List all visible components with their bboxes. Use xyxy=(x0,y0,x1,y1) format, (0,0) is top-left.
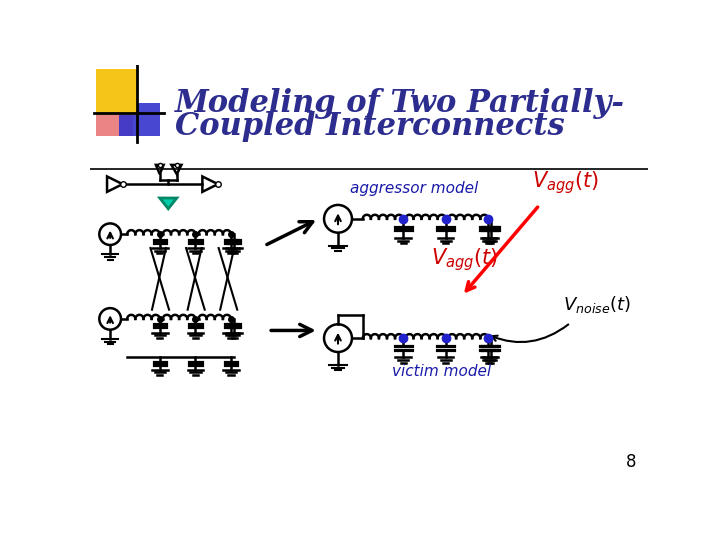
Text: Coupled Interconnects: Coupled Interconnects xyxy=(175,111,565,142)
Text: $\mathit{V}_{noise}\mathit{(t)}$: $\mathit{V}_{noise}\mathit{(t)}$ xyxy=(563,294,631,315)
Text: victim model: victim model xyxy=(392,364,491,379)
Polygon shape xyxy=(96,69,138,115)
Polygon shape xyxy=(120,103,160,136)
Polygon shape xyxy=(96,103,132,136)
Text: $\mathit{V}_{agg}\mathit{(t)}$: $\mathit{V}_{agg}\mathit{(t)}$ xyxy=(532,169,599,195)
Text: aggressor model: aggressor model xyxy=(350,181,478,195)
Polygon shape xyxy=(202,177,218,192)
Polygon shape xyxy=(156,165,163,174)
Text: $\mathit{V}_{agg}\mathit{(t)}$: $\mathit{V}_{agg}\mathit{(t)}$ xyxy=(431,246,498,273)
Text: 8: 8 xyxy=(626,454,636,471)
Polygon shape xyxy=(160,198,177,209)
Text: Modeling of Two Partially-: Modeling of Two Partially- xyxy=(175,88,625,119)
Polygon shape xyxy=(107,177,122,192)
Polygon shape xyxy=(171,165,181,174)
